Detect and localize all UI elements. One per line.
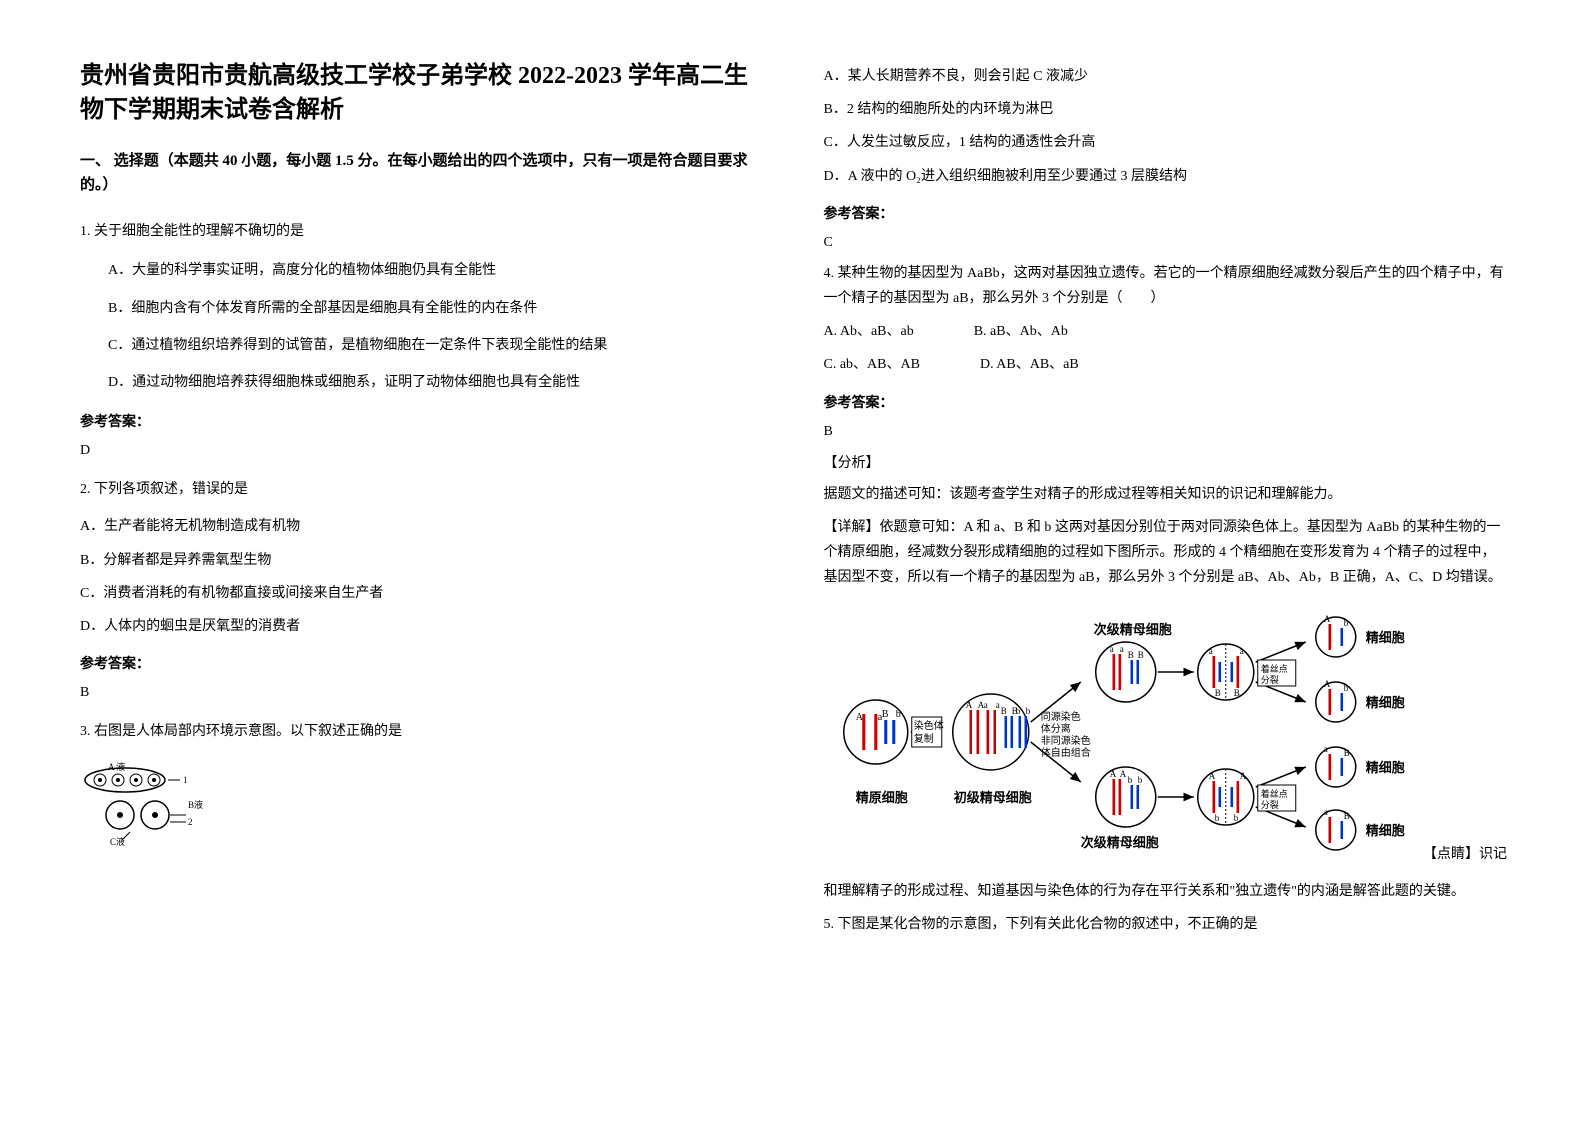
- svg-text:A: A: [1323, 614, 1330, 624]
- svg-text:体自由组合: 体自由组合: [1040, 746, 1090, 759]
- q1-answer: D: [80, 443, 764, 459]
- svg-text:同源染色: 同源染色: [1040, 710, 1080, 723]
- left-column: 贵州省贵阳市贵航高级技工学校子弟学校 2022-2023 学年高二生物下学期期末…: [80, 60, 764, 1062]
- document-title: 贵州省贵阳市贵航高级技工学校子弟学校 2022-2023 学年高二生物下学期期末…: [80, 60, 764, 127]
- svg-text:B: B: [1214, 688, 1220, 698]
- section-1-header: 一、 选择题（本题共 40 小题，每小题 1.5 分。在每小题给出的四个选项中，…: [80, 149, 764, 197]
- q1-option-a: A．大量的科学事实证明，高度分化的植物体细胞仍具有全能性: [108, 258, 764, 283]
- q1-answer-label: 参考答案：: [80, 411, 764, 431]
- q4-answer: B: [824, 424, 1508, 440]
- svg-text:a: a: [1208, 646, 1212, 656]
- q2-answer-label: 参考答案：: [80, 653, 764, 673]
- q3-label-1: 1: [183, 775, 188, 785]
- svg-text:体分离: 体分离: [1040, 722, 1070, 735]
- q2-option-b: B．分解者都是异养需氧型生物: [80, 548, 764, 573]
- svg-text:b: b: [1343, 618, 1348, 628]
- svg-text:B: B: [1233, 688, 1239, 698]
- svg-text:b: b: [1137, 775, 1142, 785]
- svg-text:b: b: [1343, 683, 1348, 693]
- q4-answer-label: 参考答案：: [824, 392, 1508, 412]
- q4-detail: 【详解】依题意可知：A 和 a、B 和 b 这两对基因分别位于两对同源染色体上。…: [824, 515, 1508, 591]
- q2-answer: B: [80, 685, 764, 701]
- svg-text:a: a: [1109, 644, 1113, 654]
- svg-text:B: B: [881, 709, 888, 720]
- q2-stem: 2. 下列各项叙述，错误的是: [80, 477, 764, 502]
- svg-text:精原细胞: 精原细胞: [855, 790, 907, 805]
- q3-stem: 3. 右图是人体局部内环境示意图。以下叙述正确的是: [80, 719, 764, 744]
- q4-option-b: B. aB、Ab、Ab: [974, 319, 1068, 344]
- q1-option-d: D．通过动物细胞培养获得细胞株或细胞系，证明了动物体细胞也具有全能性: [108, 370, 764, 395]
- q4-tip-text: 和理解精子的形成过程、知道基因与染色体的行为存在平行关系和"独立遗传"的内涵是解…: [824, 879, 1508, 904]
- svg-text:分裂: 分裂: [1260, 800, 1278, 810]
- q3-answer-label: 参考答案：: [824, 203, 1508, 223]
- svg-text:B: B: [1137, 650, 1143, 660]
- q3-label-c: C液: [110, 836, 125, 847]
- q5-stem: 5. 下图是某化合物的示意图，下列有关此化合物的叙述中，不正确的是: [824, 912, 1508, 937]
- svg-text:A: A: [965, 700, 972, 710]
- svg-text:a: a: [1323, 744, 1327, 754]
- svg-text:着丝点: 着丝点: [1260, 788, 1287, 799]
- q3-label-2: 2: [188, 817, 193, 827]
- q3-option-d: D．A 液中的 O₂进入组织细胞被利用至少要通过 3 层膜结构: [824, 164, 1508, 189]
- svg-text:精细胞: 精细胞: [1365, 630, 1404, 645]
- right-column: A．某人长期营养不良，则会引起 C 液减少 B．2 结构的细胞所处的内环境为淋巴…: [824, 60, 1508, 1062]
- svg-text:A: A: [1323, 679, 1330, 689]
- svg-text:b: b: [895, 709, 900, 720]
- svg-text:A: A: [1208, 771, 1215, 781]
- svg-text:染色体: 染色体: [913, 719, 943, 732]
- svg-text:B: B: [1343, 748, 1349, 758]
- svg-text:A: A: [1119, 769, 1126, 779]
- q4-analysis-heading: 【分析】: [824, 452, 1508, 472]
- svg-text:a: a: [995, 700, 999, 710]
- q3-answer: C: [824, 235, 1508, 251]
- svg-text:a: a: [1119, 644, 1123, 654]
- q3-option-c: C．人发生过敏反应，1 结构的通透性会升高: [824, 130, 1508, 155]
- q1-option-b: B．细胞内含有个体发育所需的全部基因是细胞具有全能性的内在条件: [108, 296, 764, 321]
- svg-text:b: b: [1214, 813, 1219, 823]
- svg-text:精细胞: 精细胞: [1365, 823, 1404, 838]
- svg-text:b: b: [1015, 706, 1020, 716]
- svg-text:B: B: [1343, 811, 1349, 821]
- q4-option-c: C. ab、AB、AB: [824, 352, 920, 377]
- q4-stem: 4. 某种生物的基因型为 AaBb，这两对基因独立遗传。若它的一个精原细胞经减数…: [824, 261, 1508, 311]
- q4-option-a: A. Ab、aB、ab: [824, 319, 914, 344]
- q3-diagram: A 液 1 B液 2 C液: [80, 760, 240, 850]
- svg-text:b: b: [1025, 706, 1030, 716]
- svg-text:着丝点: 着丝点: [1260, 663, 1287, 674]
- svg-text:非同源染色: 非同源染色: [1040, 734, 1090, 747]
- q3-option-b: B．2 结构的细胞所处的内环境为淋巴: [824, 97, 1508, 122]
- q3-option-a: A．某人长期营养不良，则会引起 C 液减少: [824, 64, 1508, 89]
- svg-text:A: A: [1109, 769, 1116, 779]
- svg-text:精细胞: 精细胞: [1365, 695, 1404, 710]
- q2-option-c: C．消费者消耗的有机物都直接或间接来自生产者: [80, 581, 764, 606]
- svg-text:a: a: [1239, 646, 1243, 656]
- svg-text:a: a: [983, 700, 987, 710]
- svg-text:精细胞: 精细胞: [1365, 760, 1404, 775]
- svg-text:次级精母细胞: 次级精母细胞: [1080, 835, 1158, 850]
- svg-text:A: A: [1239, 771, 1246, 781]
- svg-text:复制: 复制: [913, 732, 933, 745]
- svg-text:分裂: 分裂: [1260, 675, 1278, 685]
- svg-text:B: B: [1127, 650, 1133, 660]
- q1-option-c: C．通过植物组织培养得到的试管苗，是植物细胞在一定条件下表现全能性的结果: [108, 333, 764, 358]
- q3-label-b: B液: [188, 799, 203, 810]
- q4-diagram: A a B b 精原细胞 染色体 复制 A A a a B B b: [824, 602, 1508, 862]
- q4-analysis-line1: 据题文的描述可知：该题考查学生对精子的形成过程等相关知识的识记和理解能力。: [824, 482, 1508, 507]
- svg-text:B: B: [1000, 706, 1006, 716]
- q1-stem: 1. 关于细胞全能性的理解不确切的是: [80, 219, 764, 244]
- svg-text:a: a: [1323, 807, 1327, 817]
- q4-option-d: D. AB、AB、aB: [980, 352, 1079, 377]
- svg-text:初级精母细胞: 初级精母细胞: [953, 790, 1031, 805]
- q2-option-d: D．人体内的蛔虫是厌氧型的消费者: [80, 614, 764, 639]
- svg-text:次级精母细胞: 次级精母细胞: [1093, 622, 1171, 637]
- svg-text:b: b: [1233, 813, 1238, 823]
- q3-label-a: A 液: [108, 761, 125, 772]
- svg-text:A: A: [855, 712, 863, 723]
- svg-text:b: b: [1127, 775, 1132, 785]
- q4-tip-label: 【点睛】识记: [1423, 843, 1507, 863]
- q2-option-a: A．生产者能将无机物制造成有机物: [80, 514, 764, 539]
